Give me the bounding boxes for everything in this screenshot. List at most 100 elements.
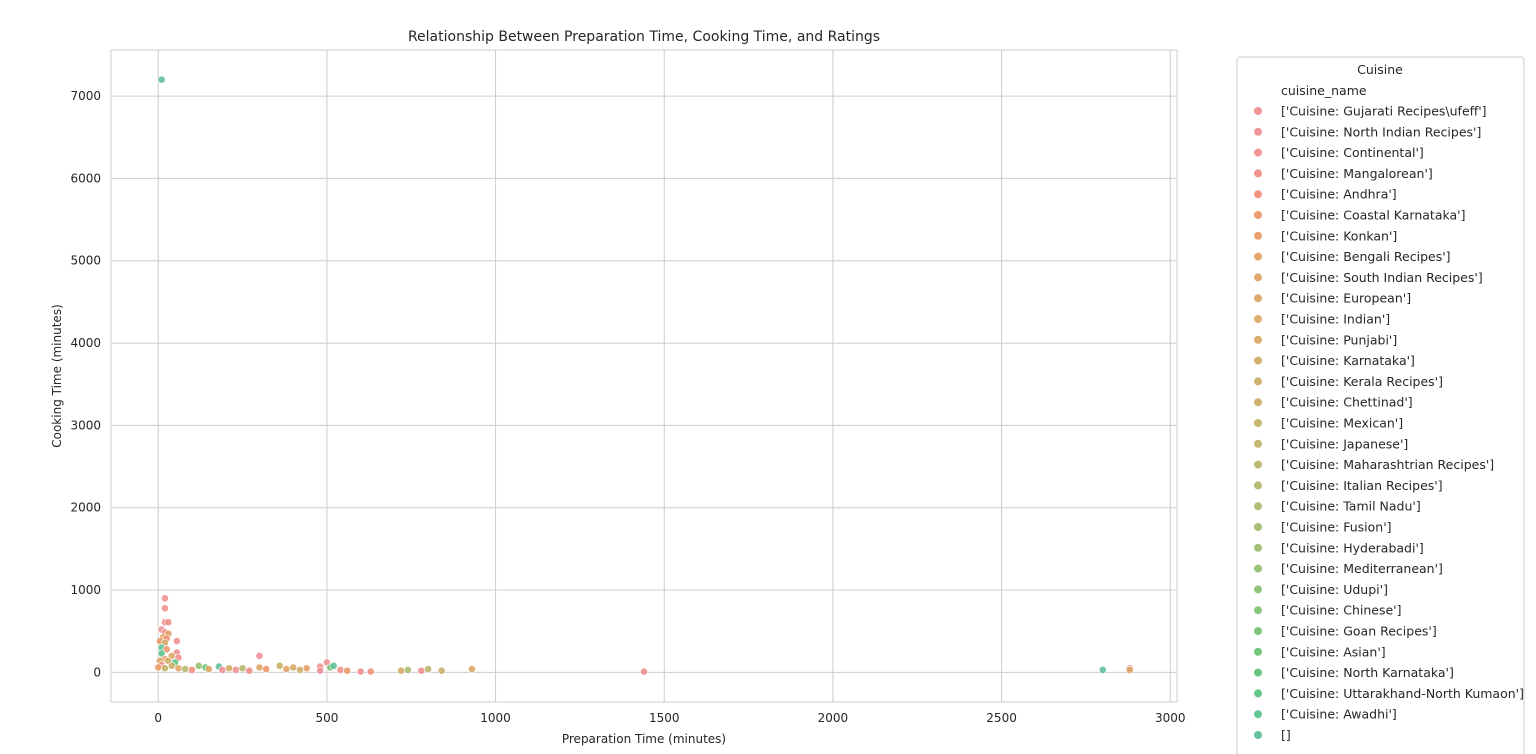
legend-entry-label: ['Cuisine: Karnataka']	[1281, 353, 1415, 368]
scatter-point	[255, 663, 264, 672]
legend-entry-label: ['Cuisine: Goan Recipes']	[1281, 624, 1437, 639]
legend-marker	[1254, 315, 1262, 323]
legend-entry-label: ['Cuisine: Uttarakhand-North Kumaon']	[1281, 686, 1524, 701]
legend-entry-label: ['Cuisine: Italian Recipes']	[1281, 478, 1443, 493]
scatter-point	[329, 661, 338, 670]
chart-title: Relationship Between Preparation Time, C…	[408, 29, 880, 45]
legend-entry-label: ['Cuisine: Mediterranean']	[1281, 561, 1443, 576]
legend-entry-label: []	[1281, 728, 1291, 743]
legend-marker	[1254, 294, 1262, 303]
legend-marker	[1254, 356, 1262, 365]
legend-entry-label: ['Cuisine: Continental']	[1281, 145, 1424, 160]
legend-entry-label: ['Cuisine: Indian']	[1281, 312, 1390, 327]
scatter-point	[275, 661, 284, 670]
legend-entry-label: ['Cuisine: Awadhi']	[1281, 707, 1397, 722]
scatter-point	[245, 666, 254, 675]
legend-entry-label: ['Cuisine: South Indian Recipes']	[1281, 270, 1483, 285]
y-tick-label: 7000	[70, 89, 101, 103]
legend-entry-label: ['Cuisine: Tamil Nadu']	[1281, 499, 1421, 514]
legend-marker	[1254, 668, 1262, 677]
legend-entry-label: ['Cuisine: North Karnataka']	[1281, 665, 1454, 680]
y-tick-label: 6000	[70, 171, 101, 185]
scatter-point	[403, 665, 412, 674]
scatter-point	[302, 664, 311, 673]
scatter-point	[167, 661, 176, 670]
legend-marker	[1254, 190, 1262, 199]
scatter-point	[157, 75, 166, 84]
scatter-point	[225, 664, 233, 673]
legend-marker	[1254, 564, 1262, 573]
scatter-point	[194, 661, 203, 670]
legend-marker	[1254, 252, 1262, 261]
scatter-point	[161, 594, 169, 603]
scatter-point	[282, 665, 291, 673]
legend-marker	[1254, 606, 1262, 615]
scatter-point	[162, 645, 171, 654]
plot-frame	[110, 49, 1178, 703]
scatter-point	[316, 666, 325, 675]
scatter-point	[154, 663, 163, 672]
plot-background	[111, 50, 1177, 702]
legend-marker	[1254, 481, 1262, 490]
scatter-point	[238, 664, 247, 673]
legend-marker	[1254, 439, 1262, 448]
legend-entries: ['Cuisine: Gujarati Recipes\ufeff'] ['Cui…	[1254, 104, 1524, 743]
scatter-point	[640, 667, 648, 676]
scatter-point	[397, 666, 406, 675]
scatter-point	[468, 665, 476, 673]
scatter-point	[343, 666, 352, 675]
legend-entry-label: ['Cuisine: Gujarati Recipes\ufeff']	[1281, 104, 1487, 119]
scatter-point	[1125, 665, 1134, 674]
scatter-point	[174, 664, 183, 673]
legend-entry-label: ['Cuisine: Fusion']	[1281, 520, 1392, 535]
legend-marker	[1254, 710, 1262, 719]
legend-entry-label: ['Cuisine: Chettinad']	[1281, 395, 1413, 410]
scatter-point	[296, 665, 304, 674]
legend-marker	[1254, 731, 1262, 739]
y-tick-labels: 0 1000 2000 3000 4000 5000 6000 7000	[70, 89, 101, 679]
legend-marker	[1254, 647, 1262, 656]
x-tick-label: 500	[315, 711, 338, 725]
legend-entry-label: ['Cuisine: Punjabi']	[1281, 332, 1397, 347]
legend-title: Cuisine	[1357, 62, 1403, 77]
legend-entry-label: ['Cuisine: Kerala Recipes']	[1281, 374, 1443, 389]
x-tick-labels: 0 500 1000 1500 2000 2500 3000	[154, 711, 1185, 725]
scatter-point	[157, 649, 166, 658]
data-points	[154, 75, 1134, 676]
legend-marker	[1254, 335, 1262, 344]
scatter-point	[366, 667, 375, 676]
scatter-point	[218, 665, 227, 674]
scatter-point	[164, 618, 173, 627]
scatter-point	[424, 665, 433, 673]
legend-entry-label: ['Cuisine: Chinese']	[1281, 603, 1401, 618]
legend-entry-label: ['Cuisine: Asian']	[1281, 644, 1386, 659]
legend-entry-label: ['Cuisine: European']	[1281, 291, 1411, 306]
legend-marker	[1254, 148, 1262, 157]
x-tick-label: 1500	[649, 711, 680, 725]
legend-marker	[1254, 377, 1262, 386]
legend-entry-label: ['Cuisine: Andhra']	[1281, 187, 1397, 202]
legend-marker	[1254, 107, 1262, 115]
legend-marker	[1254, 231, 1262, 240]
scatter-point	[172, 637, 181, 645]
scatter-point	[231, 665, 240, 674]
y-tick-label: 3000	[70, 418, 101, 432]
scatter-point	[356, 667, 365, 676]
scatter-point	[1098, 665, 1107, 674]
scatter-point	[262, 665, 271, 673]
legend-entry-label: ['Cuisine: Hyderabadi']	[1281, 540, 1424, 555]
legend-marker	[1254, 127, 1262, 136]
x-tick-label: 1000	[480, 711, 511, 725]
x-axis-label: Preparation Time (minutes)	[562, 732, 726, 746]
scatter-point	[417, 666, 426, 675]
grid-layer	[111, 50, 1177, 702]
scatter-point	[289, 663, 298, 672]
legend-entry-label: ['Cuisine: Mexican']	[1281, 416, 1403, 431]
x-tick-label: 3000	[1155, 711, 1186, 725]
legend-marker	[1254, 169, 1262, 178]
legend-marker	[1254, 211, 1262, 219]
y-tick-label: 2000	[70, 501, 101, 515]
legend-marker	[1254, 585, 1262, 594]
legend-entry-label: ['Cuisine: Coastal Karnataka']	[1281, 208, 1465, 223]
scatter-point	[437, 666, 446, 675]
